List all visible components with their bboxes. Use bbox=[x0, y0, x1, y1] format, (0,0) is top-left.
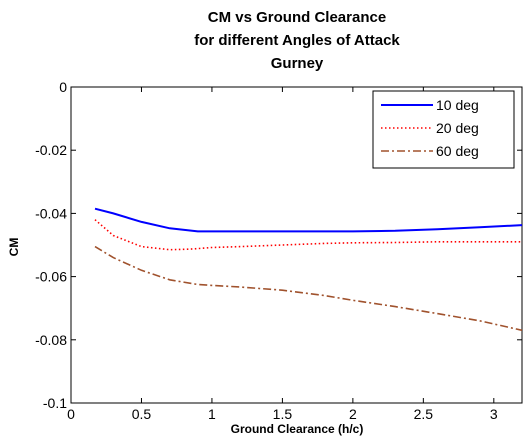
series-line-1 bbox=[94, 207, 523, 233]
x-tick-label: 1.5 bbox=[273, 406, 293, 422]
chart-title-line-3: Gurney bbox=[271, 55, 324, 72]
y-tick-label: -0.04 bbox=[35, 205, 67, 221]
x-axis-label: Ground Clearance (h/c) bbox=[231, 422, 364, 436]
chart-title-line-2: for different Angles of Attack bbox=[194, 32, 400, 49]
legend-label-2: 20 deg bbox=[436, 120, 479, 136]
y-tick-label: -0.02 bbox=[35, 142, 67, 158]
y-tick-label: -0.08 bbox=[35, 332, 67, 348]
chart-title-line-1: CM vs Ground Clearance bbox=[208, 9, 386, 26]
x-tick-label: 0.5 bbox=[132, 406, 152, 422]
x-tick-label: 1 bbox=[208, 406, 216, 422]
legend-box bbox=[372, 90, 515, 169]
x-axis-ticks: 0 0.5 1 1.5 2 2.5 3 bbox=[67, 87, 498, 422]
legend-label-3: 60 deg bbox=[436, 143, 479, 159]
y-tick-label: 0 bbox=[59, 79, 67, 95]
series-layer bbox=[94, 207, 523, 332]
x-tick-label: 2 bbox=[349, 406, 357, 422]
x-tick-label: 3 bbox=[490, 406, 498, 422]
x-tick-label: 0 bbox=[67, 406, 75, 422]
legend: 10 deg 20 deg 60 deg bbox=[372, 90, 515, 169]
legend-label-1: 10 deg bbox=[436, 97, 479, 113]
x-tick-label: 2.5 bbox=[414, 406, 434, 422]
y-tick-label: -0.06 bbox=[35, 269, 67, 285]
y-tick-label: -0.1 bbox=[43, 395, 67, 411]
y-axis-label: CM bbox=[7, 238, 21, 257]
y-axis-ticks: 0 -0.02 -0.04 -0.06 -0.08 -0.1 bbox=[35, 79, 522, 411]
